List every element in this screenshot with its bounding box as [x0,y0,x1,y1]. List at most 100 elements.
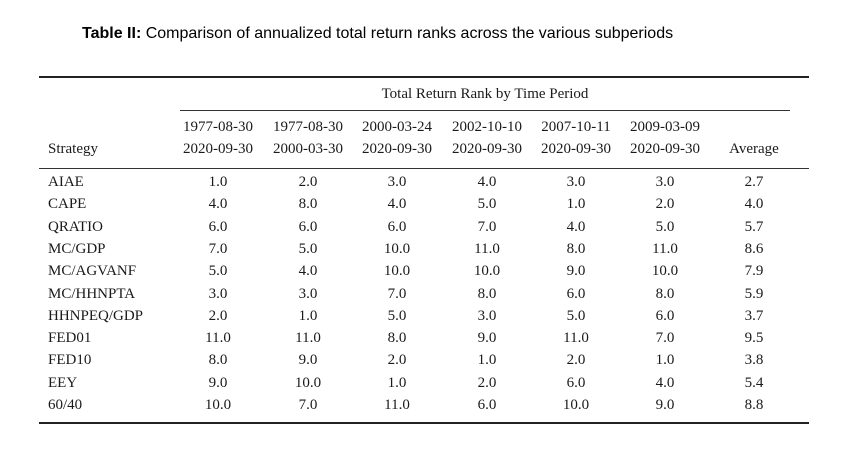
rank-cell: 1.0 [298,307,318,324]
col-header-start: 1977-08-30 [183,119,253,135]
rank-cell: 2.0 [566,352,586,369]
strategy-name: FED01 [48,330,92,347]
average-cell: 8.8 [744,397,764,413]
rank-cell: 3.0 [655,174,675,190]
rank-cell: 7.0 [298,397,318,413]
rank-cell: 5.0 [387,307,407,324]
group-header-rule [180,110,790,111]
rank-cell: 7.0 [477,218,497,235]
strategy-name: QRATIO [48,218,103,235]
col-header-end: 2000-03-30 [273,141,343,157]
average-cell: 5.4 [744,374,764,391]
strategy-name: CAPE [48,196,87,213]
col-header-end: 2020-09-30 [183,141,253,157]
table-row: EEY 9.0 10.0 1.0 2.0 6.0 4.0 5.4 [0,375,846,397]
rank-cell: 4.0 [477,174,497,190]
strategy-name: EEY [48,374,78,391]
strategy-header: Strategy [48,141,98,157]
rank-cell: 2.0 [208,307,228,324]
rank-cell: 4.0 [566,218,586,235]
table-bottom-rule [39,422,809,424]
strategy-name: MC/GDP [48,240,106,257]
rank-cell: 10.0 [204,397,232,413]
rank-cell: 2.0 [298,174,318,190]
strategy-name: FED10 [48,352,92,369]
table-row: CAPE 4.0 8.0 4.0 5.0 1.0 2.0 4.0 [0,196,846,218]
rank-cell: 3.0 [298,285,318,302]
rank-cell: 3.0 [208,285,228,302]
rank-cell: 10.0 [294,374,322,391]
strategy-name: MC/HHNPTA [48,285,136,302]
table-row: MC/HHNPTA 3.0 3.0 7.0 8.0 6.0 8.0 5.9 [0,286,846,308]
rank-cell: 10.0 [651,263,679,280]
table-row: HHNPEQ/GDP 2.0 1.0 5.0 3.0 5.0 6.0 3.7 [0,308,846,330]
rank-cell: 2.0 [387,352,407,369]
average-cell: 8.6 [744,240,764,257]
caption-text: Comparison of annualized total return ra… [141,25,674,42]
rank-cell: 3.0 [566,174,586,190]
rank-cell: 8.0 [477,285,497,302]
average-cell: 7.9 [744,263,764,280]
rank-cell: 10.0 [473,263,501,280]
rank-cell: 9.0 [566,263,586,280]
rank-cell: 9.0 [477,330,497,347]
col-header-start: 1977-08-30 [273,119,343,135]
table-caption: Table II: Comparison of annualized total… [82,25,673,43]
rank-cell: 1.0 [477,352,497,369]
strategy-name: MC/AGVANF [48,263,137,280]
col-header-end: 2020-09-30 [630,141,700,157]
col-header-start: 2002-10-10 [452,119,522,135]
average-cell: 5.9 [744,285,764,302]
col-header-end: 2020-09-30 [541,141,611,157]
rank-cell: 8.0 [566,240,586,257]
rank-cell: 5.0 [566,307,586,324]
table-row: MC/AGVANF 5.0 4.0 10.0 10.0 9.0 10.0 7.9 [0,263,846,285]
rank-cell: 6.0 [208,218,228,235]
rank-cell: 1.0 [387,374,407,391]
col-header-end: 2020-09-30 [362,141,432,157]
table-row: FED10 8.0 9.0 2.0 1.0 2.0 1.0 3.8 [0,352,846,374]
rank-cell: 8.0 [655,285,675,302]
rank-cell: 11.0 [384,397,410,413]
rank-cell: 1.0 [208,174,228,190]
rank-cell: 2.0 [655,196,675,213]
rank-cell: 5.0 [298,240,318,257]
rank-cell: 5.0 [477,196,497,213]
rank-cell: 6.0 [655,307,675,324]
rank-cell: 1.0 [655,352,675,369]
group-header: Total Return Rank by Time Period [381,86,589,102]
rank-cell: 11.0 [295,330,321,347]
average-cell: 2.7 [744,174,764,190]
rank-cell: 8.0 [298,196,318,213]
average-cell: 3.7 [744,307,764,324]
rank-cell: 9.0 [655,397,675,413]
average-cell: 5.7 [744,218,764,235]
rank-cell: 6.0 [387,218,407,235]
rank-cell: 9.0 [298,352,318,369]
average-cell: 4.0 [744,196,764,213]
rank-cell: 4.0 [387,196,407,213]
table-row: 60/40 10.0 7.0 11.0 6.0 10.0 9.0 8.8 [0,397,846,419]
rank-cell: 7.0 [655,330,675,347]
rank-cell: 11.0 [563,330,589,347]
table-row: QRATIO 6.0 6.0 6.0 7.0 4.0 5.0 5.7 [0,219,846,241]
rank-cell: 10.0 [562,397,590,413]
table-row: AIAE 1.0 2.0 3.0 4.0 3.0 3.0 2.7 [0,174,846,196]
strategy-name: AIAE [48,174,84,190]
rank-cell: 6.0 [298,218,318,235]
rank-cell: 11.0 [652,240,678,257]
col-header-start: 2000-03-24 [362,119,432,135]
col-header-start: 2009-03-09 [630,119,700,135]
rank-cell: 4.0 [208,196,228,213]
strategy-name: 60/40 [48,397,83,413]
rank-cell: 5.0 [655,218,675,235]
rank-cell: 8.0 [208,352,228,369]
caption-label: Table II: [82,25,142,42]
col-header-end: 2020-09-30 [452,141,522,157]
rank-cell: 11.0 [474,240,500,257]
col-header-average: Average [729,141,779,157]
strategy-name: HHNPEQ/GDP [48,307,144,324]
rank-cell: 7.0 [208,240,228,257]
table-row: FED01 11.0 11.0 8.0 9.0 11.0 7.0 9.5 [0,330,846,352]
average-cell: 3.8 [744,352,764,369]
